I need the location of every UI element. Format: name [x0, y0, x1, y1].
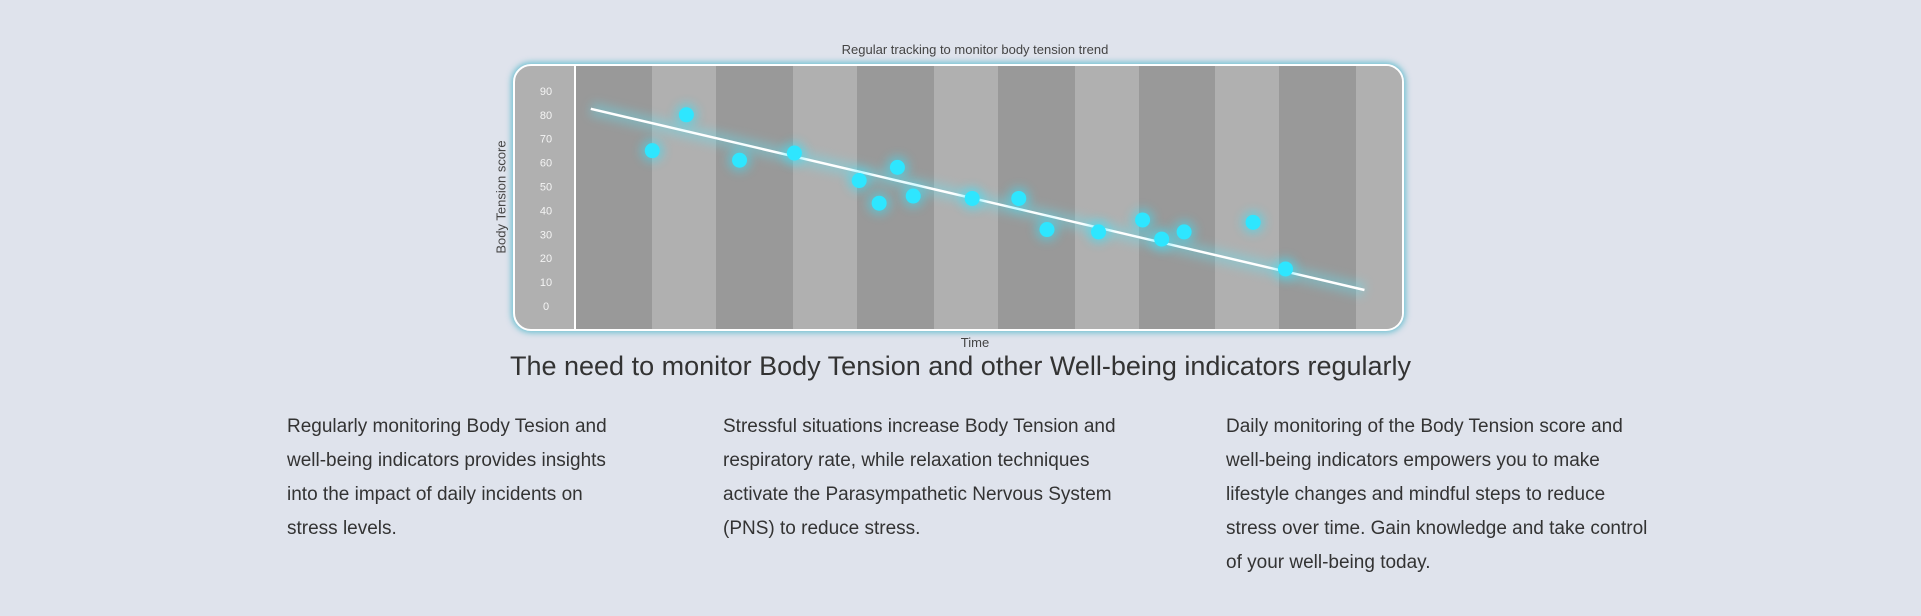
x-axis-title: Time — [960, 335, 990, 350]
info-column-2: Stressful situations increase Body Tensi… — [723, 410, 1116, 546]
data-point — [905, 188, 921, 204]
text-line: lifestyle changes and mindful steps to r… — [1226, 484, 1606, 505]
data-point — [889, 159, 905, 175]
data-point — [851, 173, 867, 189]
chart-plot-area: 0 10 20 30 40 50 60 70 80 90 — [513, 64, 1404, 331]
data-point — [1278, 261, 1294, 277]
text-line: Regularly monitoring Body Tesion and — [287, 416, 607, 437]
data-point — [786, 145, 802, 161]
background-stripe — [716, 66, 793, 329]
chart-title: Regular tracking to monitor body tension… — [841, 42, 1109, 57]
y-tick-label: 10 — [540, 277, 552, 289]
data-point — [1135, 212, 1151, 228]
data-point — [678, 107, 694, 123]
y-tick-label: 40 — [540, 205, 552, 217]
data-point — [1154, 231, 1170, 247]
background-stripe — [1139, 66, 1215, 329]
info-column-1: Regularly monitoring Body Tesion and wel… — [287, 410, 607, 546]
background-stripe — [793, 66, 857, 329]
y-tick-label: 20 — [540, 253, 552, 265]
y-tick-label: 50 — [540, 182, 552, 194]
y-tick-label: 60 — [540, 158, 552, 170]
text-line: (PNS) to reduce stress. — [723, 518, 921, 539]
data-point — [1176, 224, 1192, 240]
y-axis-title: Body Tension score — [493, 140, 509, 254]
text-line: stress over time. Gain knowledge and tak… — [1226, 518, 1648, 539]
info-column-3: Daily monitoring of the Body Tension sco… — [1226, 410, 1647, 580]
scatter-chart: 0 10 20 30 40 50 60 70 80 90 — [540, 66, 1402, 329]
text-line: respiratory rate, while relaxation techn… — [723, 450, 1090, 471]
text-line: activate the Parasympathetic Nervous Sys… — [723, 484, 1112, 505]
y-tick-label: 30 — [540, 229, 552, 241]
y-tick-label: 0 — [543, 301, 549, 313]
data-point — [644, 143, 660, 159]
background-stripe — [1215, 66, 1279, 329]
text-line: Stressful situations increase Body Tensi… — [723, 416, 1116, 437]
y-tick-label: 70 — [540, 134, 552, 146]
text-line: well-being indicators provides insights — [287, 450, 606, 471]
background-stripe — [1075, 66, 1139, 329]
text-line: Daily monitoring of the Body Tension sco… — [1226, 416, 1623, 437]
text-line: stress levels. — [287, 518, 397, 539]
data-point — [1011, 190, 1027, 206]
data-point — [1039, 222, 1055, 238]
data-point — [964, 190, 980, 206]
background-stripe — [575, 66, 652, 329]
background-stripe — [652, 66, 716, 329]
section-heading: The need to monitor Body Tension and oth… — [509, 351, 1412, 381]
text-line: of your well-being today. — [1226, 552, 1431, 573]
y-tick-label: 90 — [540, 86, 552, 98]
text-line: into the impact of daily incidents on — [287, 484, 583, 505]
data-point — [732, 152, 748, 168]
data-point — [1245, 214, 1261, 230]
data-point — [1091, 224, 1107, 240]
data-point — [871, 195, 887, 211]
text-line: well-being indicators empowers you to ma… — [1226, 450, 1600, 471]
y-tick-label: 80 — [540, 110, 552, 122]
